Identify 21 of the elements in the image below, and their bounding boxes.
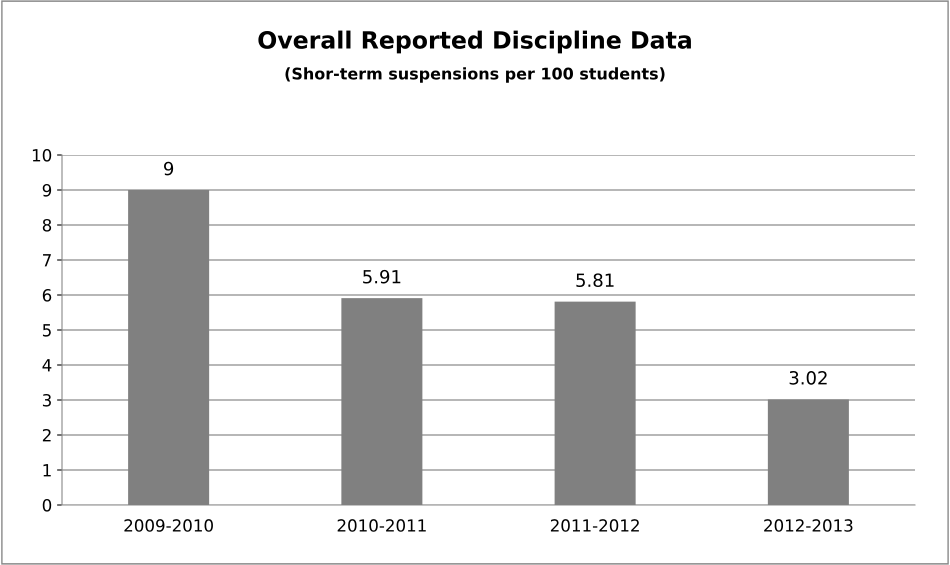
y-tick-label: 9 (42, 184, 52, 197)
x-tick-label: 2009-2010 (124, 519, 213, 532)
y-tick-label: 0 (42, 498, 52, 512)
y-tick-label: 10 (32, 148, 52, 162)
chart-title: Overall Reported Discipline Data (258, 30, 691, 54)
data-label: 9 (164, 162, 174, 176)
data-label: 3.02 (790, 371, 827, 385)
y-tick-label: 4 (42, 359, 52, 372)
y-tick-label: 8 (42, 218, 52, 232)
y-tick-label: 2 (42, 428, 51, 442)
x-tick-label: 2011-2012 (550, 519, 639, 532)
data-label: 5.81 (576, 273, 614, 288)
data-label: 5.91 (363, 270, 400, 284)
y-tick-label: 6 (42, 288, 52, 302)
x-tick-label: 2010-2011 (338, 519, 426, 532)
y-tick-label: 5 (42, 324, 51, 337)
y-tick-label: 1 (44, 464, 51, 476)
y-tick-label: 3 (42, 394, 51, 407)
x-tick-label: 2012-2013 (764, 519, 852, 532)
y-tick-label: 7 (43, 254, 51, 266)
chart-subtitle: (Shor-term suspensions per 100 students) (285, 67, 665, 83)
